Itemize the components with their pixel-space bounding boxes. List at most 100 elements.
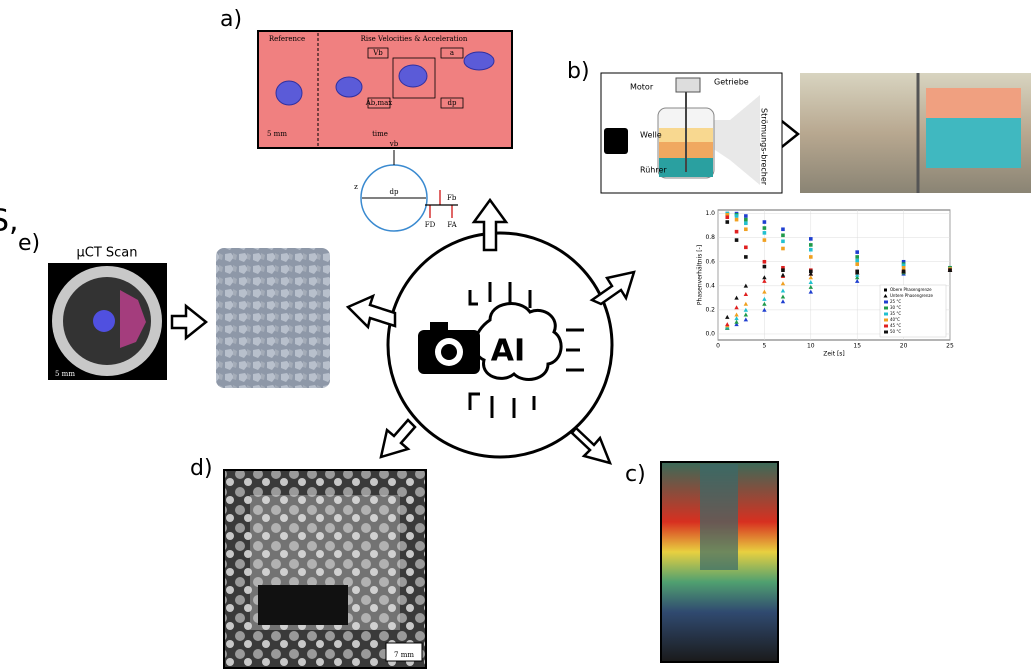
- point: [735, 230, 739, 234]
- shadow: [258, 585, 348, 625]
- point: [744, 218, 748, 222]
- panel-label: d): [190, 456, 213, 481]
- text: Reference: [269, 35, 305, 43]
- path-shape: [592, 272, 634, 304]
- point: [781, 233, 785, 237]
- text: Rise Velocities & Acceleration: [361, 35, 468, 43]
- x-tick-label: 10: [807, 343, 815, 350]
- legend-label: 30 °C: [890, 305, 901, 310]
- x-tick-label: 25: [946, 343, 954, 350]
- point: [744, 214, 748, 218]
- point: [763, 220, 767, 224]
- point: [744, 255, 748, 259]
- point: [809, 243, 813, 247]
- y-tick-label: 0.0: [705, 330, 715, 337]
- point: [735, 218, 739, 222]
- legend-swatch: [884, 331, 888, 334]
- panel-label: e): [18, 231, 40, 256]
- point: [763, 231, 767, 235]
- point: [763, 226, 767, 230]
- text: Fb: [447, 194, 457, 202]
- point: [809, 248, 813, 252]
- x-tick-label: 0: [716, 343, 720, 350]
- legend-label: 35 °C: [890, 311, 901, 316]
- legend-label: 50 °C: [890, 329, 901, 334]
- text: time: [372, 130, 388, 138]
- legend-swatch: [884, 301, 888, 304]
- y-tick-label: 1.0: [705, 210, 715, 217]
- circle-shape: [441, 344, 457, 360]
- legend-label: Obere Phasengrenze: [890, 287, 932, 292]
- y-tick-label: 0.4: [705, 282, 715, 289]
- ellipse-shape: [399, 65, 427, 87]
- center-particle: [93, 310, 115, 332]
- text: Rührer: [640, 166, 667, 175]
- y-tick-label: 0.2: [705, 306, 715, 313]
- panel-label: c): [625, 462, 646, 487]
- text: dp: [448, 99, 457, 107]
- path-shape: [172, 306, 206, 338]
- overlay: [926, 88, 1021, 118]
- text: dp: [390, 188, 399, 196]
- legend-marker: [884, 289, 887, 292]
- y-axis-label: Phasenverhältnis [-]: [697, 245, 704, 305]
- panel-label: b): [567, 59, 590, 84]
- point: [763, 260, 767, 264]
- text: vb: [389, 140, 399, 148]
- text: Getriebe: [714, 78, 749, 87]
- point: [763, 238, 767, 242]
- point: [809, 255, 813, 259]
- path-shape: [572, 428, 610, 463]
- text: z: [354, 183, 358, 191]
- point: [725, 215, 729, 219]
- text: FD: [425, 221, 436, 229]
- text: Strömungs-brecher: [760, 108, 769, 186]
- legend-swatch: [884, 319, 888, 322]
- text: 5 mm: [267, 130, 287, 138]
- motor: [676, 78, 700, 92]
- point: [781, 268, 785, 272]
- legend-label: 45 °C: [890, 323, 901, 328]
- overlay: [926, 118, 1021, 168]
- point: [725, 220, 729, 224]
- point: [855, 250, 859, 254]
- point: [855, 259, 859, 263]
- point: [735, 238, 739, 242]
- text: µCT Scan: [76, 246, 137, 261]
- path-shape: [381, 420, 415, 457]
- ellipse-shape: [276, 81, 302, 105]
- y-tick-label: 0.8: [705, 234, 715, 241]
- text: Vb: [372, 49, 383, 57]
- legend-swatch: [884, 325, 888, 328]
- point: [744, 246, 748, 250]
- text: a: [450, 49, 454, 57]
- point: [781, 239, 785, 243]
- point: [781, 227, 785, 231]
- point: [855, 255, 859, 259]
- figure: a) b) c) d) e) S, AI Reference Rise Velo…: [0, 0, 1031, 672]
- ellipse-shape: [336, 77, 362, 97]
- point: [744, 227, 748, 231]
- text: Welle: [640, 131, 662, 140]
- rock-pile: [216, 248, 330, 388]
- rect-shape: [430, 322, 448, 332]
- text: 5 mm: [55, 370, 75, 378]
- legend-swatch: [884, 307, 888, 310]
- legend-swatch: [884, 313, 888, 316]
- x-axis-label: Zeit [s]: [823, 351, 845, 358]
- y-tick-label: 0.6: [705, 258, 715, 265]
- point: [744, 221, 748, 225]
- legend-label: 40°C: [890, 317, 900, 322]
- text: Ab,max: [365, 99, 393, 107]
- x-tick-label: 15: [853, 343, 861, 350]
- point: [735, 214, 739, 218]
- legend-label: 25 °C: [890, 299, 901, 304]
- panel-label: a): [220, 7, 242, 32]
- text: 7 mm: [394, 651, 414, 659]
- jet: [700, 464, 738, 570]
- point: [763, 265, 767, 269]
- point: [781, 247, 785, 251]
- point: [809, 237, 813, 241]
- video-icon: [604, 128, 628, 154]
